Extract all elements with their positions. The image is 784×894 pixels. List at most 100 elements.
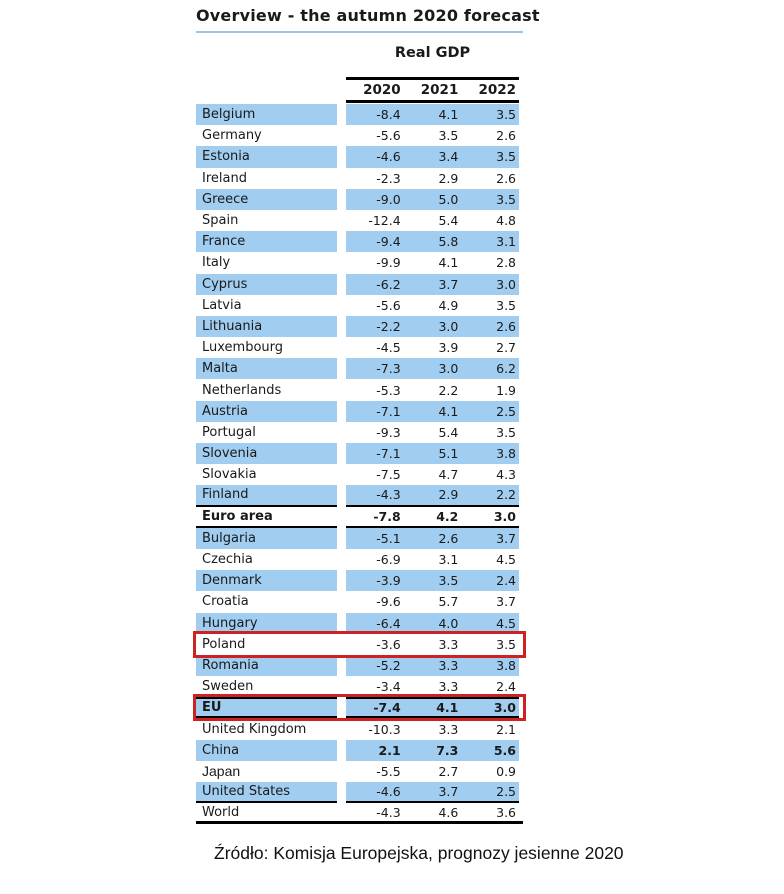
- cell-2021: 4.2: [436, 508, 459, 524]
- row-values: -2.2 3.0 2.6: [346, 315, 519, 338]
- row-label: Slovenia: [196, 443, 337, 465]
- cell-2022: 3.0: [493, 508, 517, 524]
- cell-2022: 3.0: [493, 700, 517, 716]
- column-gap: [337, 591, 346, 612]
- cell-2022: 2.4: [496, 573, 517, 589]
- row-label: Czechia: [202, 552, 253, 568]
- cell-2021: 3.0: [438, 318, 459, 334]
- table-row: Latvia -5.6 4.9 3.5: [196, 295, 523, 316]
- row-values: -12.4 5.4 4.8: [346, 210, 519, 231]
- cell-2020: -4.3: [376, 804, 401, 820]
- cell-2021: 4.1: [438, 107, 459, 123]
- cell-2021: 4.7: [438, 467, 459, 483]
- cell-2020: -4.6: [376, 784, 401, 800]
- column-header-2020: 2020: [363, 82, 401, 98]
- table-row: Japan -5.5 2.7 0.9: [196, 761, 523, 782]
- cell-2022: 3.5: [496, 191, 517, 207]
- column-gap: [337, 697, 346, 718]
- row-label: Spain: [202, 213, 239, 229]
- row-label: Estonia: [196, 146, 337, 168]
- column-gap: [337, 210, 346, 231]
- cell-2020: -9.3: [376, 424, 401, 440]
- row-values: -3.6 3.3 3.5: [346, 634, 519, 655]
- row-values: -7.5 4.7 4.3: [346, 464, 519, 485]
- table-row: Denmark -3.9 3.5 2.4: [196, 570, 523, 592]
- row-label: Malta: [196, 358, 337, 380]
- table-row: Slovenia -7.1 5.1 3.8: [196, 443, 523, 465]
- cell-2020: -9.4: [376, 234, 401, 250]
- cell-2021: 2.9: [438, 487, 459, 503]
- table-row: World -4.3 4.6 3.6: [196, 803, 523, 825]
- column-gap: [337, 528, 346, 549]
- row-values: -4.6 3.7 2.5: [346, 782, 519, 804]
- column-header-2022: 2022: [478, 82, 517, 98]
- column-gap: [337, 274, 346, 295]
- row-values: -5.6 4.9 3.5: [346, 295, 519, 316]
- row-values: -5.3 2.2 1.9: [346, 379, 519, 400]
- table-row: Austria -7.1 4.1 2.5: [196, 400, 523, 422]
- column-gap: [337, 676, 346, 697]
- cell-2020: -2.3: [376, 170, 401, 186]
- cell-2020: -5.5: [376, 763, 401, 779]
- column-gap: [337, 740, 346, 761]
- cell-2022: 3.5: [496, 424, 517, 440]
- row-values: -9.4 5.8 3.1: [346, 231, 519, 253]
- row-values: -7.8 4.2 3.0: [346, 507, 519, 528]
- row-values: -7.1 5.1 3.8: [346, 443, 519, 465]
- row-label: Finland: [196, 485, 337, 507]
- cell-2022: 5.6: [493, 742, 517, 758]
- table-row: Estonia -4.6 3.4 3.5: [196, 146, 523, 168]
- cell-2021: 5.8: [438, 234, 459, 250]
- cell-2020: -8.4: [376, 107, 401, 123]
- table-body: Belgium -8.4 4.1 3.5 Germany -5.6 3.5 2.6 Estoni…: [193, 104, 526, 825]
- column-gap: [337, 507, 346, 528]
- cell-2022: 3.8: [496, 657, 517, 673]
- row-label: Croatia: [202, 594, 249, 610]
- row-values: -9.0 5.0 3.5: [346, 188, 519, 210]
- row-values: -4.5 3.9 2.7: [346, 337, 519, 358]
- cell-2021: 2.9: [438, 170, 459, 186]
- cell-2021: 5.0: [438, 191, 459, 207]
- cell-2020: -10.3: [368, 721, 401, 737]
- table-row: Czechia -6.9 3.1 4.5: [196, 549, 523, 570]
- cell-2021: 2.2: [438, 382, 459, 398]
- row-values: -6.9 3.1 4.5: [346, 549, 519, 570]
- cell-2021: 5.1: [438, 446, 459, 462]
- cell-2022: 2.5: [496, 784, 517, 800]
- cell-2020: -3.6: [376, 636, 401, 652]
- row-values: -4.6 3.4 3.5: [346, 146, 519, 168]
- column-gap: [337, 358, 346, 379]
- table-row: France -9.4 5.8 3.1: [196, 231, 523, 253]
- column-gap: [337, 168, 346, 189]
- row-label: Italy: [202, 255, 231, 271]
- column-gap: [337, 485, 346, 506]
- table-row: United States -4.6 3.7 2.5: [196, 782, 523, 804]
- cell-2020: -9.0: [376, 191, 401, 207]
- column-gap: [337, 718, 346, 739]
- cell-2022: 3.0: [496, 276, 517, 292]
- cell-2020: 2.1: [378, 742, 401, 758]
- cell-2022: 3.6: [496, 804, 517, 820]
- cell-2021: 5.4: [438, 213, 459, 229]
- cell-2020: -5.1: [376, 530, 401, 546]
- cell-2022: 2.8: [496, 255, 517, 271]
- table-row: Germany -5.6 3.5 2.6: [196, 125, 523, 146]
- table-row: Poland -3.6 3.3 3.5: [193, 630, 526, 658]
- column-gap: [337, 782, 346, 803]
- cell-2020: -5.6: [376, 128, 401, 144]
- column-header-row: 2020 2021 2022: [196, 77, 523, 103]
- cell-2021: 3.7: [438, 276, 459, 292]
- table-row: Bulgaria -5.1 2.6 3.7: [196, 527, 523, 549]
- cell-2021: 4.1: [436, 700, 459, 716]
- cell-2022: 3.7: [496, 594, 517, 610]
- cell-2022: 4.5: [496, 615, 517, 631]
- row-values: -5.6 3.5 2.6: [346, 125, 519, 146]
- cell-2022: 2.4: [496, 679, 517, 695]
- table-row: Romania -5.2 3.3 3.8: [196, 654, 523, 677]
- table-row: EU -7.4 4.1 3.0: [193, 694, 526, 722]
- cell-2021: 3.7: [438, 784, 459, 800]
- row-label: Austria: [196, 400, 337, 422]
- row-values: -9.3 5.4 3.5: [346, 422, 519, 443]
- cell-2022: 4.3: [496, 467, 517, 483]
